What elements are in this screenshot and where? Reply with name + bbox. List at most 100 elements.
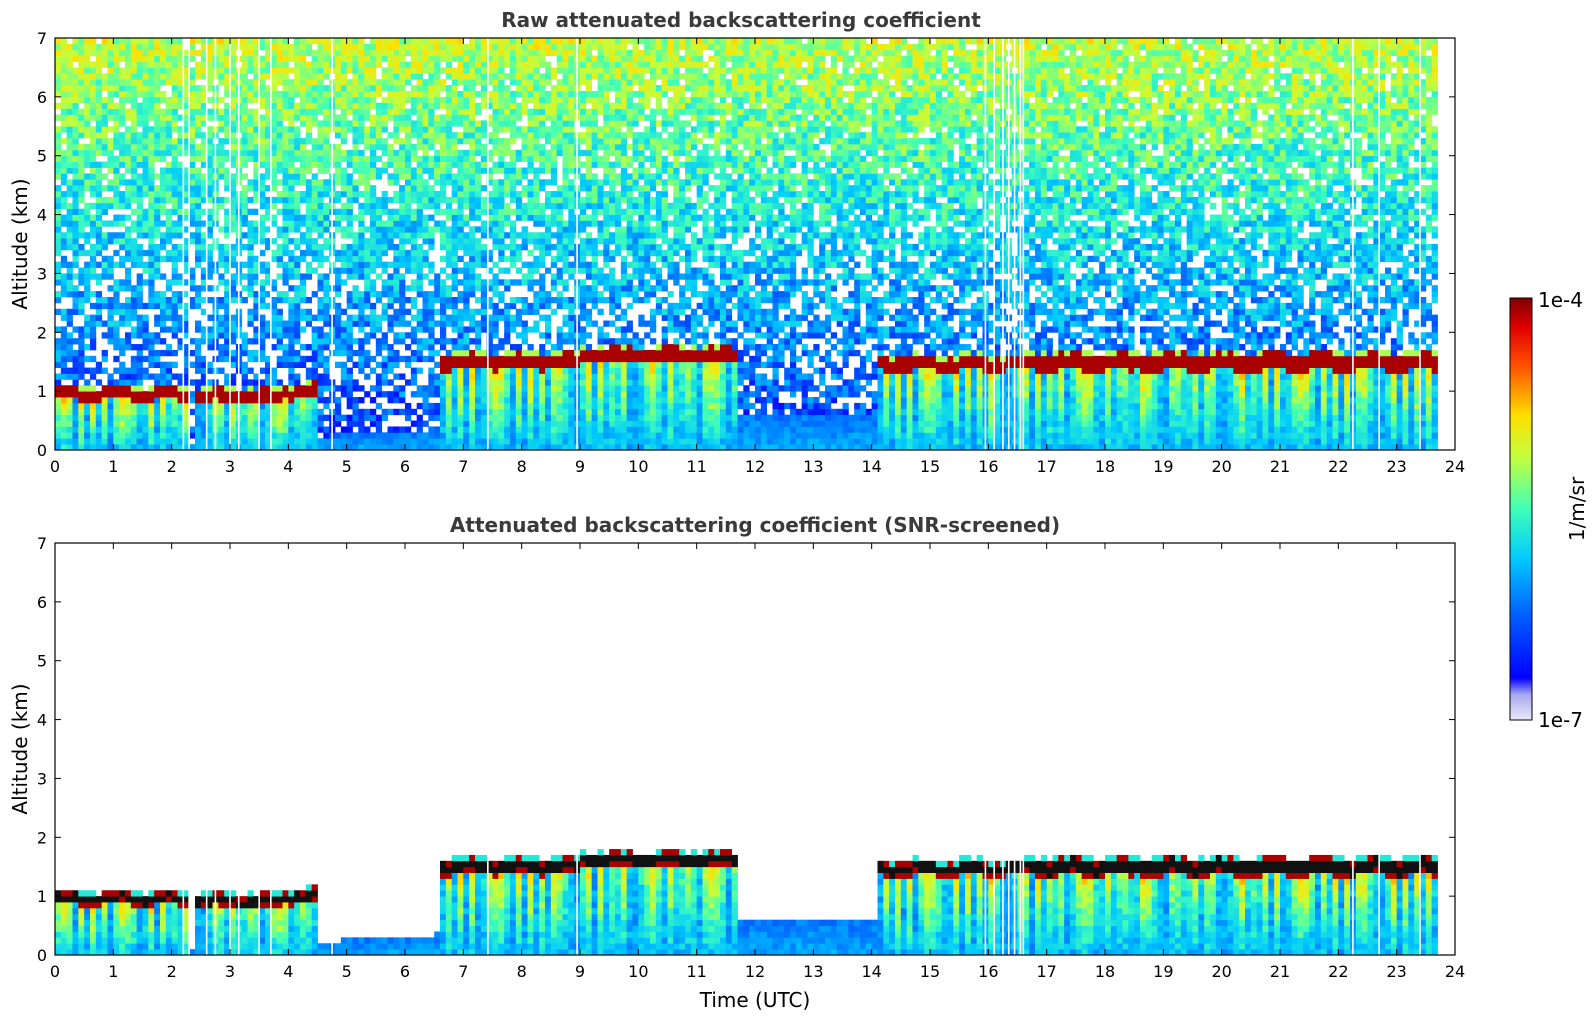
heatmap-cell	[253, 226, 260, 233]
heatmap-cell	[381, 373, 388, 380]
heatmap-cell	[457, 314, 464, 321]
heatmap-cell	[125, 344, 132, 351]
heatmap-cell	[492, 67, 499, 74]
heatmap-cell	[416, 196, 423, 204]
heatmap-cell	[300, 120, 307, 127]
heatmap-cell	[195, 114, 202, 121]
heatmap-cell	[230, 43, 237, 51]
heatmap-cell	[498, 249, 505, 257]
heatmap-cell	[358, 385, 365, 392]
heatmap-cell	[440, 226, 447, 233]
heatmap-cell	[142, 214, 149, 221]
heatmap-cell	[410, 120, 418, 127]
heatmap-cell	[72, 385, 79, 392]
heatmap-cell	[305, 90, 313, 98]
heatmap-cell	[475, 379, 482, 386]
heatmap-cell	[189, 49, 196, 57]
heatmap-cell	[545, 408, 552, 416]
heatmap-cell	[445, 173, 453, 180]
heatmap-cell	[148, 143, 155, 151]
heatmap-cell	[119, 173, 126, 180]
heatmap-cell	[253, 114, 260, 121]
heatmap-cell	[253, 167, 260, 174]
heatmap-cell	[282, 43, 289, 51]
heatmap-cell	[527, 397, 534, 404]
heatmap-cell	[78, 161, 85, 168]
heatmap-cell	[387, 355, 394, 363]
heatmap-cell	[451, 344, 458, 351]
heatmap-cell	[101, 320, 108, 327]
heatmap-cell	[142, 444, 149, 451]
heatmap-cell	[405, 132, 412, 139]
heatmap-cell	[183, 90, 190, 98]
heatmap-cell	[469, 314, 476, 321]
heatmap-cell	[410, 185, 418, 192]
heatmap-cell	[469, 414, 476, 421]
heatmap-cell	[358, 179, 365, 186]
heatmap-cell	[294, 296, 301, 304]
heatmap-cell	[177, 249, 184, 257]
heatmap-cell	[270, 143, 278, 151]
heatmap-cell	[399, 96, 406, 104]
heatmap-cell	[276, 161, 283, 168]
heatmap-cell	[515, 61, 523, 68]
heatmap-cell	[84, 379, 91, 386]
heatmap-cell	[130, 185, 138, 192]
heatmap-cell	[183, 85, 190, 92]
heatmap-cell	[358, 408, 365, 416]
heatmap-cell	[101, 96, 108, 104]
heatmap-cell	[527, 38, 534, 45]
heatmap-cell	[527, 438, 534, 445]
heatmap-cell	[440, 96, 447, 104]
heatmap-cell	[428, 96, 435, 104]
heatmap-cell	[270, 279, 278, 286]
heatmap-cell	[270, 402, 278, 410]
heatmap-cell	[148, 138, 155, 145]
heatmap-cell	[323, 102, 330, 110]
heatmap-cell	[78, 344, 85, 351]
heatmap-cell	[253, 326, 260, 333]
heatmap-cell	[498, 361, 505, 368]
heatmap-cell	[393, 38, 400, 45]
heatmap-cell	[288, 397, 295, 404]
heatmap-cell	[136, 108, 143, 115]
heatmap-cell	[154, 149, 161, 157]
heatmap-cell	[119, 338, 126, 345]
heatmap-cell	[101, 432, 108, 439]
heatmap-cell	[527, 167, 534, 174]
heatmap-cell	[136, 61, 143, 68]
heatmap-cell	[101, 38, 108, 45]
heatmap-cell	[84, 279, 91, 286]
heatmap-cell	[200, 43, 208, 51]
heatmap-cell	[288, 444, 295, 451]
heatmap-cell	[218, 314, 225, 321]
heatmap-cell	[451, 232, 458, 239]
heatmap-cell	[311, 314, 318, 321]
heatmap-cell	[125, 202, 132, 210]
heatmap-cell	[259, 408, 266, 416]
heatmap-cell	[550, 438, 558, 445]
heatmap-cell	[224, 279, 231, 286]
heatmap-cell	[189, 338, 196, 345]
heatmap-cell	[364, 249, 371, 257]
heatmap-cell	[224, 167, 231, 174]
heatmap-cell	[206, 285, 213, 292]
heatmap-cell	[148, 361, 155, 368]
heatmap-cell	[469, 173, 476, 180]
heatmap-cell	[498, 49, 505, 57]
heatmap-cell	[101, 43, 108, 51]
heatmap-cell	[160, 414, 167, 421]
heatmap-cell	[480, 161, 488, 168]
heatmap-cell	[247, 426, 254, 433]
heatmap-cell	[72, 214, 79, 221]
heatmap-cell	[125, 61, 132, 68]
heatmap-cell	[294, 108, 301, 115]
heatmap-cell	[154, 302, 161, 310]
heatmap-cell	[556, 438, 563, 445]
heatmap-cell	[410, 373, 418, 380]
heatmap-cell	[300, 102, 307, 110]
heatmap-cell	[434, 320, 441, 327]
heatmap-cell	[119, 438, 126, 445]
heatmap-cell	[224, 196, 231, 204]
heatmap-cell	[177, 138, 184, 145]
